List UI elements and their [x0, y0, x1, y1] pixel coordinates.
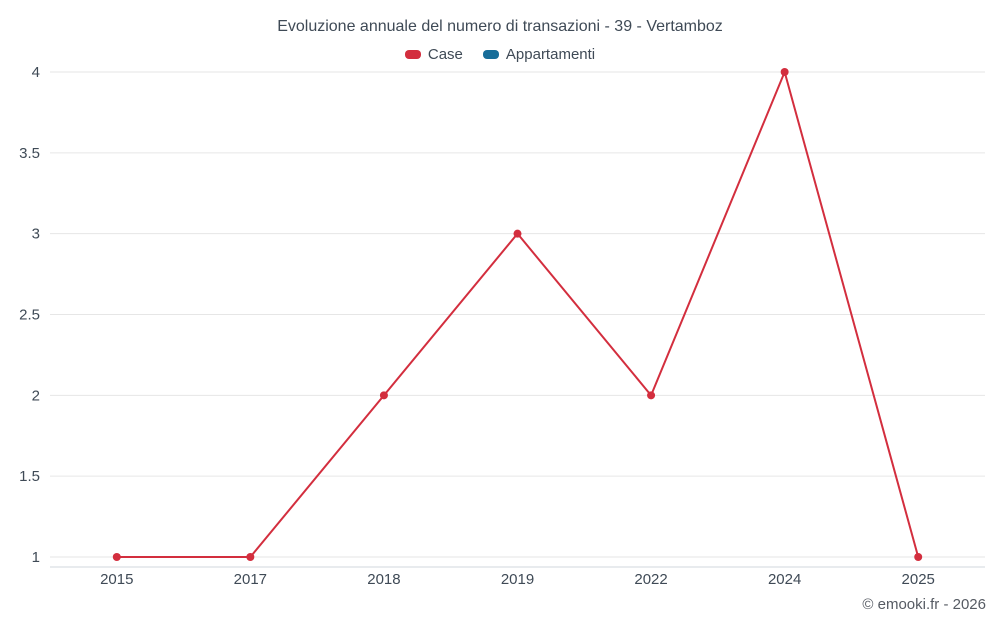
data-point[interactable]	[246, 553, 255, 561]
y-tick-label: 4	[32, 64, 40, 81]
y-tick-label: 3.5	[19, 145, 40, 162]
chart-title: Evoluzione annuale del numero di transaz…	[277, 18, 723, 35]
x-tick-label: 2015	[100, 571, 133, 588]
y-tick-label: 2.5	[19, 307, 40, 324]
legend-label-case: Case	[427, 46, 463, 63]
legend-swatch-case-icon	[404, 50, 421, 59]
data-point[interactable]	[112, 553, 121, 561]
y-tick-label: 2	[32, 387, 40, 404]
legend: Case Appartamenti	[0, 46, 1000, 63]
data-point[interactable]	[379, 391, 388, 400]
x-tick-label: 2022	[634, 571, 667, 588]
x-tick-label: 2024	[768, 571, 801, 588]
y-tick-label: 3	[32, 226, 40, 243]
legend-label-appartamenti: Appartamenti	[505, 46, 596, 63]
legend-swatch-appartamenti-icon	[482, 50, 499, 59]
x-tick-label: 2017	[234, 571, 267, 588]
legend-item-case[interactable]: Case	[404, 46, 463, 63]
y-tick-label: 1	[32, 549, 40, 566]
data-point[interactable]	[914, 553, 923, 561]
data-point[interactable]	[513, 229, 522, 238]
y-tick-label: 1.5	[19, 468, 40, 485]
legend-item-appartamenti[interactable]: Appartamenti	[482, 46, 596, 63]
x-tick-label: 2019	[501, 571, 534, 588]
footer-credit: © emooki.fr - 2026	[862, 596, 986, 613]
data-point[interactable]	[647, 391, 656, 400]
x-tick-label: 2018	[367, 571, 400, 588]
x-tick-label: 2025	[902, 571, 935, 588]
data-point[interactable]	[780, 68, 789, 76]
